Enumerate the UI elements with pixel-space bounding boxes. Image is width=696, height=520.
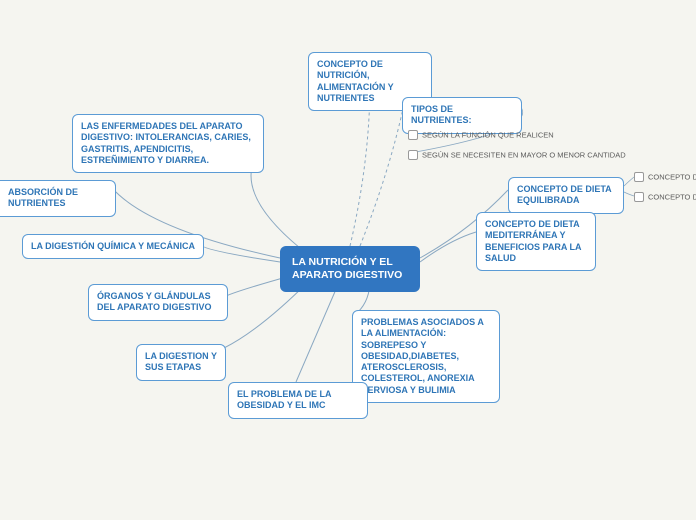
center-node[interactable]: LA NUTRICIÓN Y EL APARATO DIGESTIVO <box>280 246 420 292</box>
leaf-leaf-cantidad[interactable]: SEGÚN SE NECESITEN EN MAYOR O MENOR CANT… <box>408 150 626 160</box>
node-organos[interactable]: ÓRGANOS Y GLÁNDULAS DEL APARATO DIGESTIV… <box>88 284 228 321</box>
node-digestion-etapas[interactable]: LA DIGESTION Y SUS ETAPAS <box>136 344 226 381</box>
node-digestion-qm[interactable]: LA DIGESTIÓN QUÍMICA Y MECÁNICA <box>22 234 204 259</box>
leaf-label: SEGÚN SE NECESITEN EN MAYOR O MENOR CANT… <box>422 151 626 160</box>
checkbox-icon <box>408 150 418 160</box>
leaf-leaf-funcion[interactable]: SEGÚN LA FUNCIÓN QUE REALICEN <box>408 130 554 140</box>
leaf-label: SEGÚN LA FUNCIÓN QUE REALICEN <box>422 131 554 140</box>
node-obesidad-imc[interactable]: EL PROBLEMA DE LA OBESIDAD Y EL IMC <box>228 382 368 419</box>
node-enfermedades[interactable]: LAS ENFERMEDADES DEL APARATO DIGESTIVO: … <box>72 114 264 173</box>
node-concepto-dieta-eq[interactable]: CONCEPTO DE DIETA EQUILIBRADA <box>508 177 624 214</box>
connector <box>200 244 280 262</box>
leaf-label: CONCEPTO DE ME <box>648 193 696 202</box>
node-problemas[interactable]: PROBLEMAS ASOCIADOS A LA ALIMENTACIÓN: S… <box>352 310 500 403</box>
leaf-label: CONCEPTO DE PIR <box>648 173 696 182</box>
connector <box>360 104 404 246</box>
checkbox-icon <box>634 172 644 182</box>
checkbox-icon <box>634 192 644 202</box>
node-concepto-dieta-med[interactable]: CONCEPTO DE DIETA MEDITERRÁNEA Y BENEFIC… <box>476 212 596 271</box>
node-absorcion[interactable]: ABSORCIÓN DE NUTRIENTES <box>0 180 116 217</box>
node-tipos-nutrientes[interactable]: TIPOS DE NUTRIENTES: <box>402 97 522 134</box>
connector <box>296 280 340 382</box>
leaf-leaf-menu[interactable]: CONCEPTO DE ME <box>634 192 696 202</box>
connector <box>624 192 634 196</box>
connector <box>420 232 476 262</box>
leaf-leaf-piramide[interactable]: CONCEPTO DE PIR <box>634 172 696 182</box>
connector <box>624 177 634 186</box>
checkbox-icon <box>408 130 418 140</box>
